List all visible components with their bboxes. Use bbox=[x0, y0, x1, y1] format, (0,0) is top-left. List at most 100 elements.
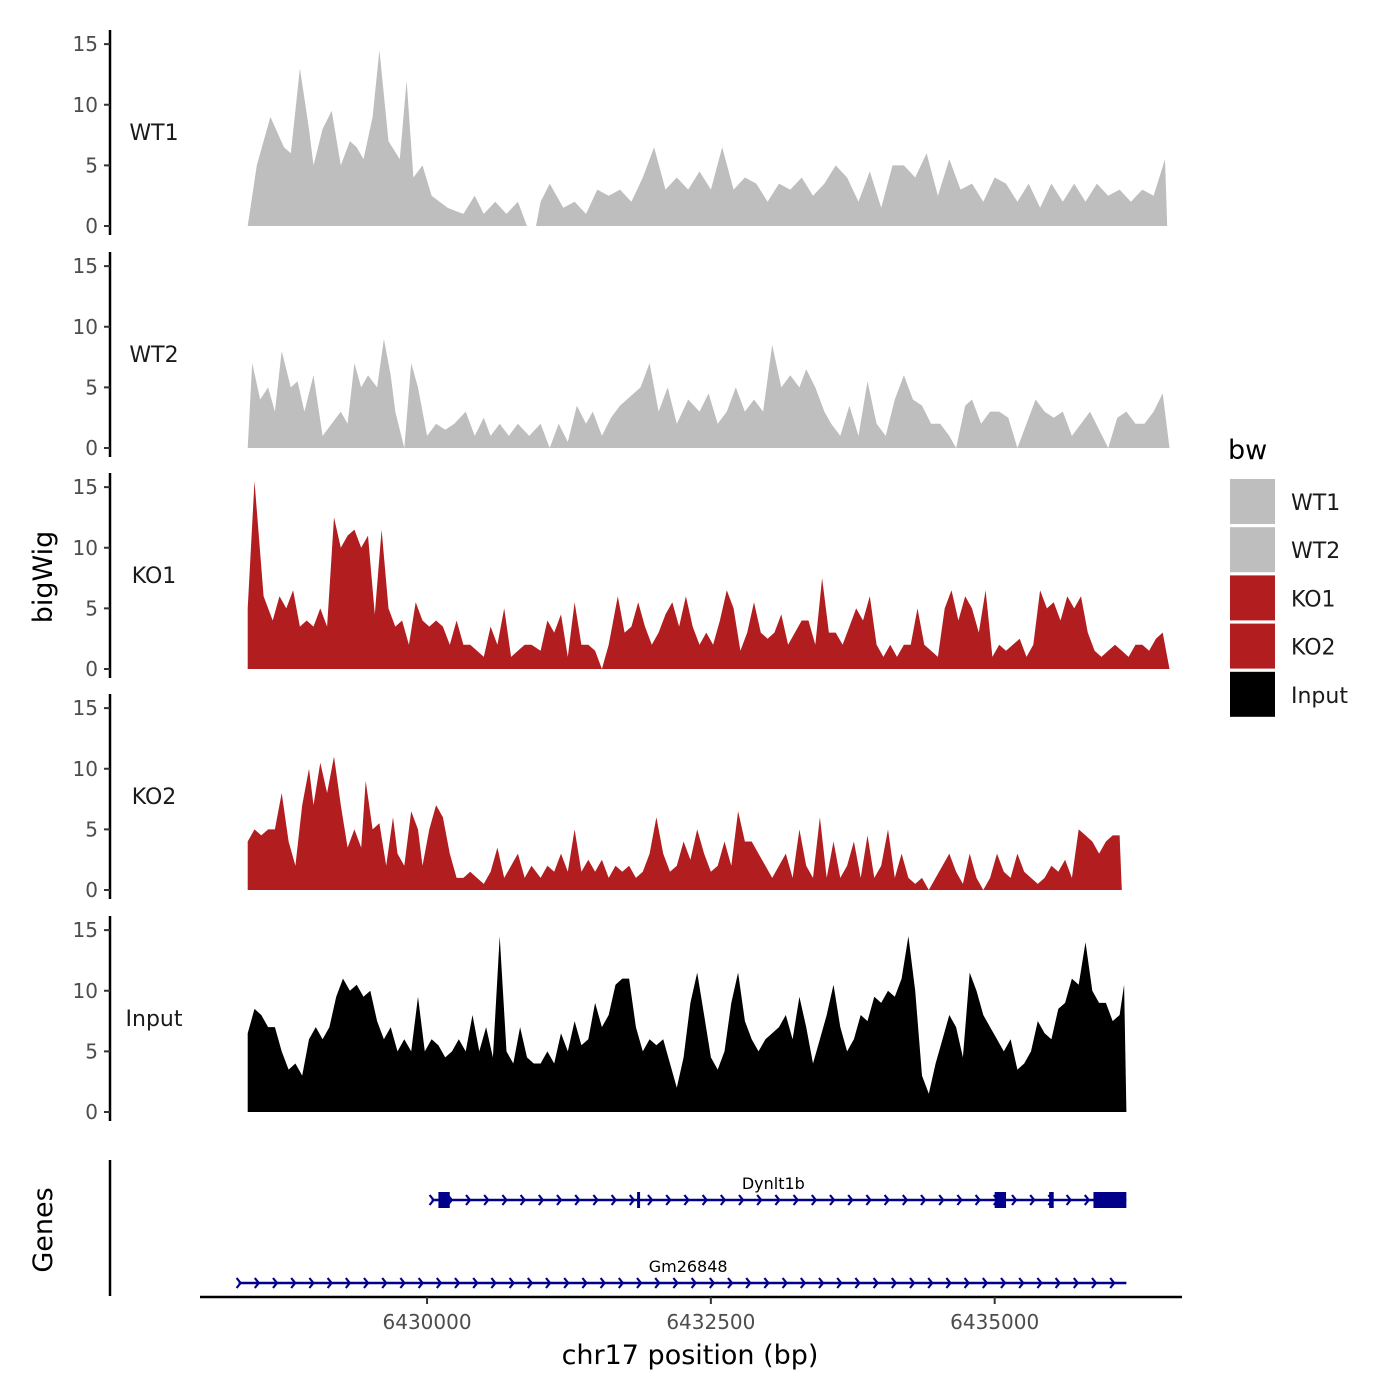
strand-arrow bbox=[647, 1194, 654, 1206]
strand-arrow bbox=[290, 1277, 297, 1289]
strand-arrow bbox=[519, 1194, 527, 1206]
y-tick-label: 10 bbox=[73, 979, 98, 1003]
strand-arrow bbox=[799, 1277, 807, 1289]
legend-item-wt2: WT2 bbox=[1230, 527, 1340, 573]
gene-track: Dynlt1b Gm26848 bbox=[108, 1160, 1127, 1296]
gene-name-label: Dynlt1b bbox=[742, 1174, 805, 1193]
strand-arrow bbox=[253, 1277, 261, 1289]
legend-label: WT1 bbox=[1291, 491, 1340, 516]
legend-item-wt1: WT1 bbox=[1230, 479, 1340, 524]
strand-arrow bbox=[945, 1277, 952, 1289]
legend-swatch bbox=[1230, 479, 1275, 524]
strand-arrow bbox=[654, 1277, 661, 1289]
y-tick-label: 15 bbox=[73, 918, 98, 942]
strand-arrow bbox=[483, 1194, 490, 1206]
track-ko1: 0 5 10 15 KO1 bbox=[73, 473, 1170, 681]
legend-label: KO2 bbox=[1291, 636, 1336, 661]
x-tick-label: 6432500 bbox=[666, 1310, 755, 1334]
legend-title: bw bbox=[1228, 435, 1267, 466]
strand-arrow bbox=[756, 1194, 763, 1206]
strand-arrow bbox=[272, 1277, 279, 1289]
y-axis-title: bigWig bbox=[28, 531, 59, 624]
strand-arrow bbox=[1054, 1277, 1062, 1289]
strand-arrow bbox=[963, 1277, 971, 1289]
legend-label: Input bbox=[1291, 684, 1348, 709]
exon bbox=[1093, 1192, 1127, 1208]
strand-arrow bbox=[428, 1194, 436, 1206]
legend-label: WT2 bbox=[1291, 539, 1340, 564]
strand-arrow bbox=[344, 1277, 352, 1289]
strand-arrow bbox=[1018, 1277, 1025, 1289]
legend-swatch bbox=[1230, 623, 1275, 669]
strand-arrow bbox=[399, 1277, 406, 1289]
strand-arrow bbox=[537, 1194, 545, 1206]
y-tick-label: 15 bbox=[73, 475, 98, 499]
coverage-tracks: 0 5 10 15 WT1 0 5 10 15 WT2 0 5 10 15 KO1 0 5 10 15 KO2 0 5 10… bbox=[73, 30, 1170, 1124]
strand-arrow bbox=[472, 1277, 479, 1289]
strand-arrow bbox=[1029, 1194, 1036, 1206]
y-tick-label: 15 bbox=[73, 254, 98, 278]
strand-arrow bbox=[745, 1277, 752, 1289]
strand-arrow bbox=[810, 1194, 818, 1206]
strand-arrow bbox=[556, 1194, 563, 1206]
y-tick-label: 10 bbox=[73, 757, 98, 781]
track-wt1: 0 5 10 15 WT1 bbox=[73, 30, 1168, 238]
strand-arrow bbox=[417, 1277, 425, 1289]
y-tick-label: 0 bbox=[85, 657, 98, 681]
strand-arrow bbox=[435, 1277, 443, 1289]
strand-arrow bbox=[818, 1277, 825, 1289]
exon bbox=[637, 1192, 641, 1208]
strand-arrow bbox=[836, 1277, 843, 1289]
strand-arrow bbox=[1000, 1277, 1007, 1289]
strand-arrow bbox=[865, 1194, 872, 1206]
gene-dynlt1b: Dynlt1b bbox=[428, 1174, 1127, 1208]
legend-label: KO1 bbox=[1291, 587, 1336, 612]
track-label: KO2 bbox=[132, 785, 177, 810]
track-label: WT2 bbox=[129, 343, 178, 368]
y-tick-label: 0 bbox=[85, 436, 98, 460]
strand-arrow bbox=[956, 1194, 963, 1206]
strand-arrow bbox=[1083, 1194, 1091, 1206]
y-tick-label: 5 bbox=[85, 375, 98, 399]
y-tick-label: 5 bbox=[85, 1039, 98, 1063]
strand-arrow bbox=[1065, 1194, 1073, 1206]
exon bbox=[994, 1192, 1007, 1208]
x-axis: 6430000 6432500 6435000 bbox=[200, 1295, 1182, 1334]
strand-arrow bbox=[592, 1194, 599, 1206]
strand-arrow bbox=[1091, 1277, 1098, 1289]
exon bbox=[1049, 1192, 1054, 1208]
strand-arrow bbox=[672, 1277, 679, 1289]
strand-arrow bbox=[829, 1194, 836, 1206]
exon bbox=[438, 1192, 450, 1208]
x-tick-label: 6435000 bbox=[950, 1310, 1039, 1334]
strand-arrow bbox=[1072, 1277, 1080, 1289]
strand-arrow bbox=[763, 1277, 770, 1289]
strand-arrow bbox=[628, 1194, 636, 1206]
coverage-area-ko2 bbox=[247, 756, 1122, 890]
strand-arrow bbox=[599, 1277, 607, 1289]
strand-arrow bbox=[719, 1194, 727, 1206]
strand-arrow bbox=[708, 1277, 716, 1289]
strand-arrow bbox=[883, 1194, 891, 1206]
strand-arrow bbox=[235, 1277, 243, 1289]
coverage-area-input bbox=[247, 936, 1127, 1112]
gene-name-label: Gm26848 bbox=[649, 1257, 728, 1276]
strand-arrow bbox=[574, 1194, 581, 1206]
strand-arrow bbox=[1036, 1277, 1043, 1289]
strand-arrow bbox=[974, 1194, 982, 1206]
strand-arrow bbox=[701, 1194, 709, 1206]
strand-arrow bbox=[581, 1277, 588, 1289]
legend-item-input: Input bbox=[1230, 671, 1348, 717]
y-tick-label: 0 bbox=[85, 1100, 98, 1124]
strand-arrow bbox=[454, 1277, 461, 1289]
strand-arrow bbox=[854, 1277, 861, 1289]
y-tick-label: 5 bbox=[85, 153, 98, 177]
legend-item-ko1: KO1 bbox=[1230, 575, 1336, 621]
strand-arrow bbox=[901, 1194, 909, 1206]
track-label: WT1 bbox=[129, 121, 178, 146]
strand-arrow bbox=[545, 1277, 552, 1289]
coverage-area-wt2 bbox=[247, 338, 1170, 448]
track-wt2: 0 5 10 15 WT2 bbox=[73, 252, 1170, 460]
strand-arrow bbox=[683, 1194, 690, 1206]
